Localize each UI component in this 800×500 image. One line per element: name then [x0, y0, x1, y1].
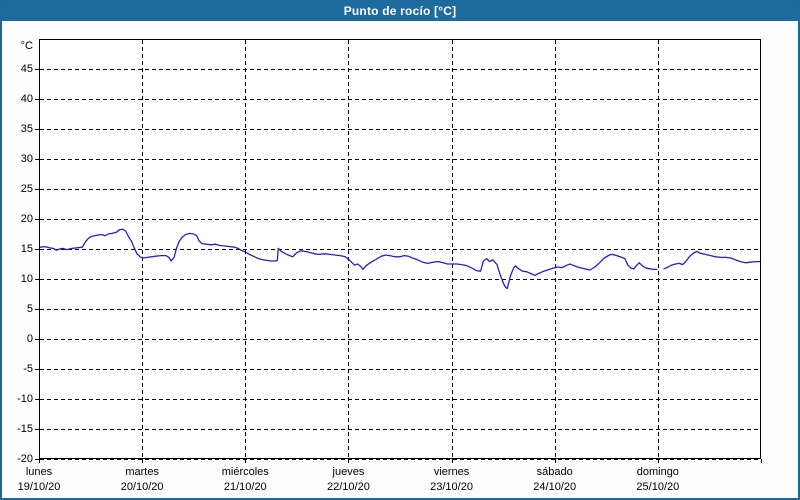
y-tick-label: 40 — [20, 92, 33, 105]
day-name-label: miércoles — [221, 466, 269, 478]
y-tick-label: -10 — [17, 392, 33, 405]
day-date-label: 24/10/20 — [533, 481, 577, 493]
y-tick-label: 20 — [20, 212, 33, 225]
day-name-label: lunes — [25, 466, 53, 478]
day-date-label: 25/10/20 — [636, 481, 680, 493]
day-name-label: domingo — [636, 466, 679, 478]
y-tick-label: 45 — [20, 62, 33, 75]
day-date-label: 22/10/20 — [327, 481, 370, 493]
chart-title-bar: Punto de rocío [°C] — [2, 2, 798, 21]
y-tick-label: -15 — [17, 422, 33, 435]
y-tick-label: 30 — [20, 152, 33, 165]
chart-title: Punto de rocío [°C] — [343, 4, 457, 18]
y-tick-label: -5 — [23, 362, 33, 375]
day-date-label: 21/10/20 — [223, 481, 267, 493]
y-tick-label: -20 — [17, 452, 33, 465]
day-date-label: 23/10/20 — [430, 481, 473, 493]
y-tick-label: 25 — [20, 182, 33, 195]
day-name-label: martes — [125, 466, 159, 478]
y-tick-label: 10 — [20, 272, 33, 285]
day-date-label: 20/10/20 — [120, 481, 164, 493]
y-tick-label: 15 — [20, 242, 33, 255]
y-tick-label: 0 — [26, 332, 33, 345]
y-tick-label: 5 — [26, 302, 33, 315]
y-axis-unit-label: °C — [20, 40, 33, 52]
y-tick-label: 35 — [20, 122, 33, 135]
day-date-label: 19/10/20 — [17, 481, 61, 493]
day-name-label: jueves — [332, 466, 365, 478]
day-name-label: sábado — [536, 466, 573, 478]
chart-region: 45 40 35 30 25 20 15 10 5 0 -5 -10 -15 -20 °C lunes 19/1… — [2, 21, 798, 498]
day-name-label: viernes — [433, 466, 470, 478]
